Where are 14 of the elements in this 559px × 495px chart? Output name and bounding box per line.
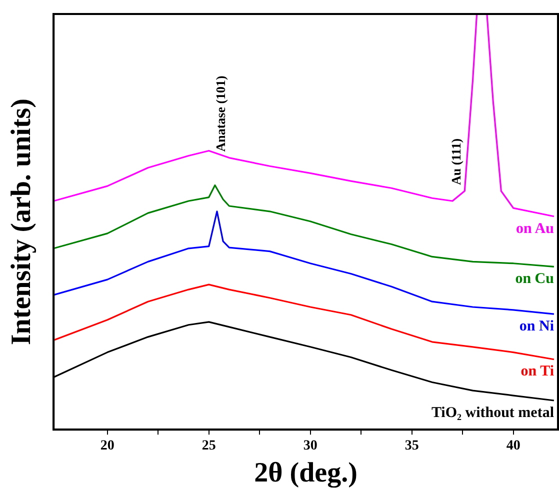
x-tick-label: 20 xyxy=(100,438,114,454)
x-axis-title: 2θ (deg.) xyxy=(254,457,358,488)
series-label: TiO₂ without metal xyxy=(431,404,554,421)
series-label: on Au xyxy=(516,220,554,237)
x-tick-label: 25 xyxy=(202,438,216,454)
series-label: on Cu xyxy=(515,271,554,288)
annotation: Anatase (101) xyxy=(213,76,228,152)
y-axis-title: Intensity (arb. units) xyxy=(6,98,38,346)
x-tick-label: 35 xyxy=(404,438,419,454)
annotation: Au (111) xyxy=(448,138,464,186)
series-label: on Ni xyxy=(519,318,554,334)
series-label: on Ti xyxy=(520,364,554,380)
x-tick-label: 40 xyxy=(506,438,520,454)
x-tick-label: 30 xyxy=(303,438,318,454)
